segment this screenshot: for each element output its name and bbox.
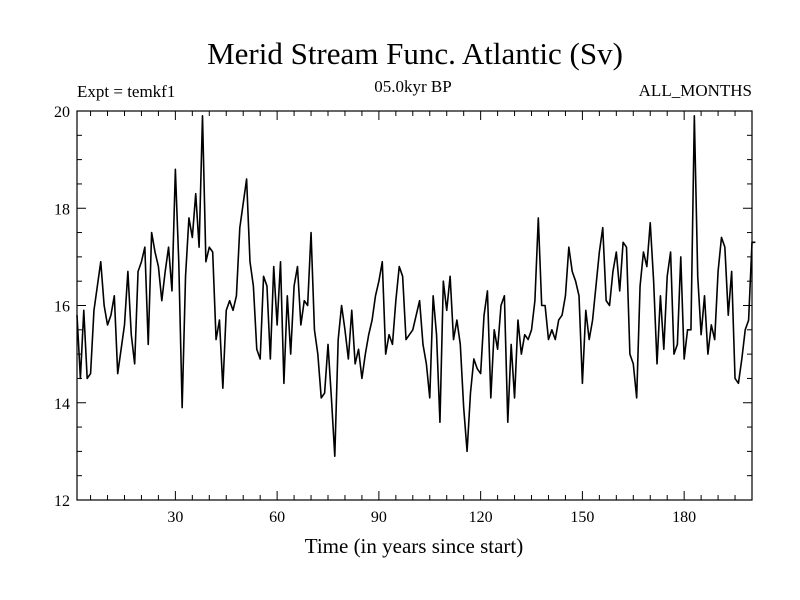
- x-tick-label: 120: [469, 509, 493, 526]
- x-tick-label: 30: [167, 509, 183, 526]
- x-axis-label: Time (in years since start): [305, 534, 524, 558]
- y-axis: 12 14 16 18 20: [54, 104, 752, 510]
- plot-frame: [76, 110, 753, 501]
- y-tick-label: 20: [54, 104, 70, 121]
- period-label: 05.0kyr BP: [374, 77, 451, 96]
- months-label: ALL_MONTHS: [639, 81, 752, 100]
- y-tick-label: 14: [54, 396, 70, 413]
- series-line: [76, 115, 756, 458]
- x-tick-label: 180: [672, 509, 696, 526]
- y-tick-label: 18: [54, 201, 70, 218]
- y-tick-label: 16: [54, 299, 70, 316]
- chart-title: Merid Stream Func. Atlantic (Sv): [207, 36, 623, 71]
- x-tick-label: 60: [269, 509, 285, 526]
- y-tick-label: 12: [54, 493, 70, 510]
- x-tick-label: 90: [371, 509, 387, 526]
- experiment-label: Expt = temkf1: [77, 82, 175, 101]
- x-axis: 30 60 90 120 150 180: [90, 111, 753, 526]
- x-tick-label: 150: [570, 509, 594, 526]
